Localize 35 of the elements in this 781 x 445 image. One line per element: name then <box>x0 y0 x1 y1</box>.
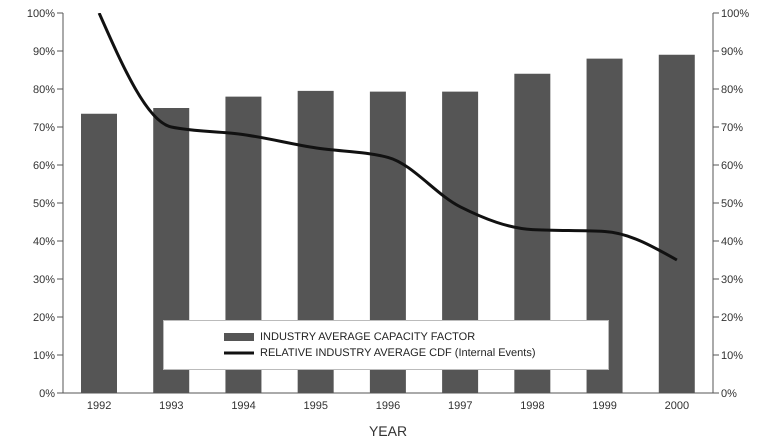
x-tick-label: 1997 <box>448 400 472 412</box>
y-tick-label: 70% <box>32 122 56 134</box>
y2-tick-label: 70% <box>721 122 744 134</box>
x-tick-label: 2000 <box>664 400 690 412</box>
y-tick-label: 0% <box>39 388 56 400</box>
y2-tick-label: 20% <box>721 312 744 324</box>
y-tick-label: 50% <box>32 198 56 210</box>
legend-label: RELATIVE INDUSTRY AVERAGE CDF (Internal Events) <box>260 347 536 359</box>
x-tick-label: 1999 <box>592 400 617 412</box>
x-tick-label: 1993 <box>159 400 184 412</box>
y2-tick-label: 60% <box>721 160 744 172</box>
y-tick-label: 20% <box>32 312 56 324</box>
y2-tick-label: 90% <box>721 46 744 58</box>
x-tick-label: 1995 <box>304 400 328 412</box>
y2-tick-label: 100% <box>721 8 750 20</box>
legend-label: INDUSTRY AVERAGE CAPACITY FACTOR <box>260 331 476 343</box>
y-tick-label: 90% <box>32 46 56 58</box>
x-tick-label: 1994 <box>231 400 256 412</box>
y-tick-label: 10% <box>32 350 56 362</box>
x-tick-label: 1996 <box>376 400 400 412</box>
y2-tick-label: 10% <box>721 350 744 362</box>
y-tick-label: 80% <box>32 84 56 96</box>
y2-tick-label: 40% <box>721 236 744 248</box>
y-tick-label: 40% <box>32 236 56 248</box>
y2-tick-label: 0% <box>721 388 738 400</box>
y2-tick-label: 30% <box>721 274 744 286</box>
y-tick-label: 100% <box>26 8 56 20</box>
x-axis-title: YEAR <box>368 423 408 439</box>
x-tick-label: 1992 <box>86 400 112 412</box>
x-tick-label: 1998 <box>520 400 545 412</box>
y2-tick-label: 50% <box>721 198 744 210</box>
y2-tick-label: 80% <box>721 84 744 96</box>
line-series <box>98 13 678 262</box>
y-tick-label: 60% <box>32 160 56 172</box>
y-tick-label: 30% <box>32 274 56 286</box>
